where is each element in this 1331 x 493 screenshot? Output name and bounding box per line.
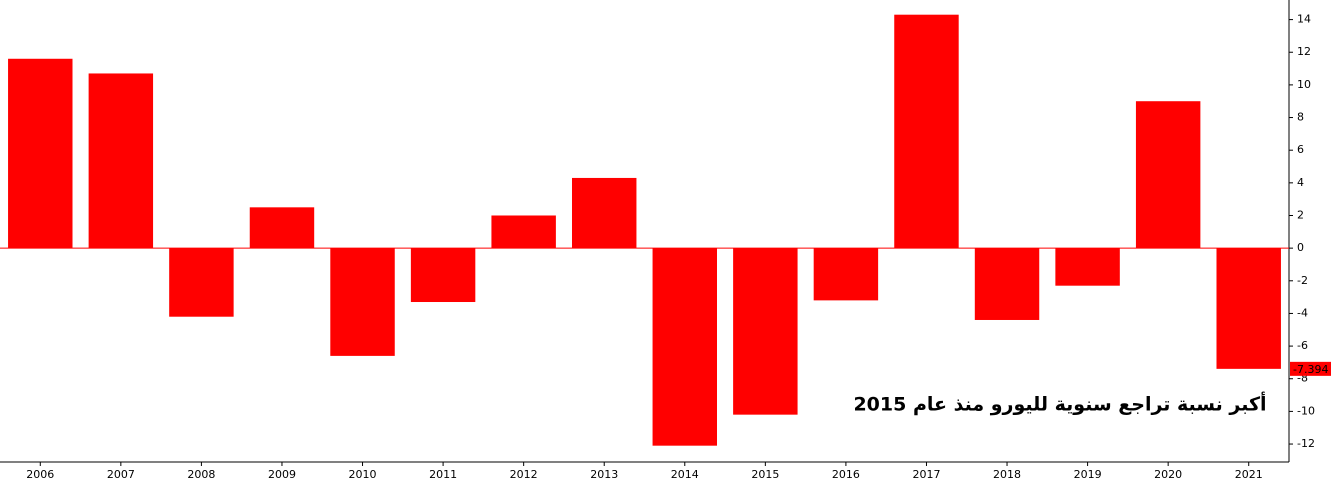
y-tick-label: -2: [1297, 274, 1308, 287]
x-tick-label: 2007: [107, 468, 135, 481]
x-tick-label: 2012: [510, 468, 538, 481]
bar: [330, 248, 395, 356]
y-tick-label: -6: [1297, 339, 1308, 352]
x-tick-label: 2018: [993, 468, 1021, 481]
x-tick-label: 2020: [1154, 468, 1182, 481]
bar: [813, 248, 879, 301]
bar: [491, 215, 556, 249]
x-tick-label: 2015: [751, 468, 779, 481]
bar: [410, 248, 476, 303]
y-tick-label: -4: [1297, 306, 1308, 319]
bar: [8, 58, 73, 249]
bar: [88, 73, 154, 249]
bar: [169, 248, 234, 317]
x-tick-label: 2019: [1074, 468, 1102, 481]
bar: [733, 248, 798, 415]
bar: [1055, 248, 1120, 286]
y-tick-label: 10: [1297, 78, 1311, 91]
bar: [1135, 101, 1201, 249]
x-tick-label: 2008: [187, 468, 215, 481]
x-tick-label: 2010: [349, 468, 377, 481]
x-tick-label: 2017: [912, 468, 940, 481]
bar: [652, 248, 718, 446]
y-tick-label: 0: [1297, 241, 1304, 254]
x-tick-label: 2014: [671, 468, 699, 481]
x-tick-label: 2016: [832, 468, 860, 481]
y-tick-label: -12: [1297, 437, 1315, 450]
annotation: أكبر نسبة تراجع سنوية لليورو منذ عام 201…: [853, 392, 1266, 416]
y-tick-label: 6: [1297, 143, 1304, 156]
value-label: -7.394: [1293, 363, 1328, 376]
value-label-box: [1290, 361, 1331, 376]
x-tick-label: 2013: [590, 468, 618, 481]
x-tick-label: 2006: [26, 468, 54, 481]
y-tick-label: 2: [1297, 208, 1304, 221]
y-tick-label: 12: [1297, 45, 1311, 58]
y-tick-label: 14: [1297, 13, 1311, 26]
bar: [571, 177, 637, 249]
y-tick-label: -10: [1297, 404, 1315, 417]
x-tick-label: 2011: [429, 468, 457, 481]
bar: [249, 207, 315, 249]
bar: [1216, 248, 1281, 369]
y-tick-label: 4: [1297, 176, 1304, 189]
bar: [894, 14, 959, 249]
bar: [974, 248, 1040, 320]
y-tick-label: -8: [1297, 372, 1308, 385]
y-tick-label: 8: [1297, 111, 1304, 124]
x-tick-label: 2009: [268, 468, 296, 481]
x-tick-label: 2021: [1235, 468, 1263, 481]
